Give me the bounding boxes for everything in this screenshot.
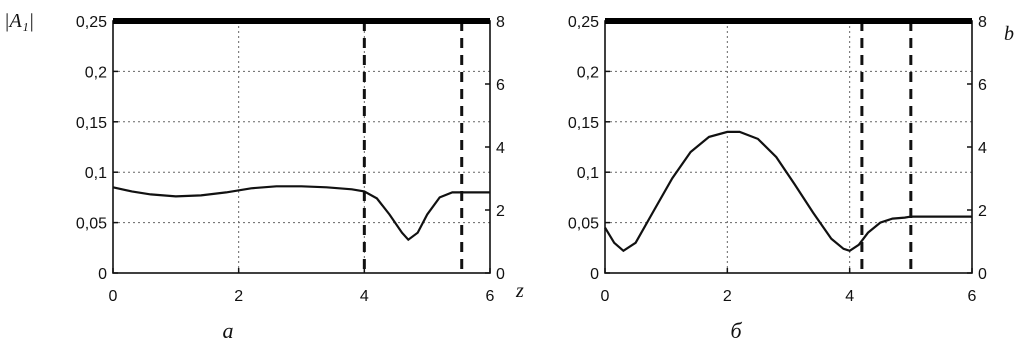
y-tick-label: 0,05	[568, 216, 599, 233]
x-tick-label: 4	[360, 288, 369, 305]
y-tick-label: 0,25	[568, 14, 599, 31]
y2-tick-label: 6	[978, 77, 987, 94]
y-tick-label: 0,2	[577, 64, 599, 81]
y2-tick-label: 0	[496, 266, 505, 283]
y-tick-label: 0,05	[76, 216, 107, 233]
x-tick-label: 0	[601, 288, 610, 305]
y-tick-label: 0	[590, 266, 599, 283]
y2-tick-label: 0	[978, 266, 987, 283]
y2-tick-label: 8	[496, 14, 505, 31]
y-tick-label: 0,25	[76, 14, 107, 31]
panel-caption: б	[730, 318, 742, 341]
y2-tick-label: 2	[496, 203, 505, 220]
y-tick-label: 0,1	[85, 165, 107, 182]
series-amplitude-line	[112, 185, 490, 242]
y2-tick-label: 6	[496, 77, 505, 94]
plot-frame	[604, 20, 973, 274]
y2-tick-label: 4	[978, 140, 987, 157]
x-tick-label: 6	[968, 288, 977, 305]
series-amplitude-line	[604, 130, 972, 253]
chart-b: 0 0,05 0,1 0,15 0,2 0,25 0 2 4 6 8 0 2 4 6 b б	[568, 14, 1014, 341]
y2-tick-label: 2	[978, 203, 987, 220]
plot-frame	[112, 20, 491, 274]
y-tick-label: 0,15	[76, 115, 107, 132]
y-axis-label: |A₁|	[4, 10, 34, 32]
right-axis-label: b	[1004, 23, 1014, 45]
y-tick-label: 0,2	[85, 64, 107, 81]
y-tick-label: 0	[98, 266, 107, 283]
x-tick-label: 4	[845, 288, 854, 305]
panel-caption: a	[223, 318, 234, 341]
y2-tick-label: 4	[496, 140, 505, 157]
y-tick-label: 0,15	[568, 115, 599, 132]
x-tick-label: 2	[723, 288, 732, 305]
y-tick-label: 0,1	[577, 165, 599, 182]
x-axis-label: z	[515, 280, 524, 302]
y2-tick-label: 8	[978, 14, 987, 31]
chart-a: 0 0,05 0,1 0,15 0,2 0,25 0 2 4 6 8 0 2 4 6 |A₁| z a	[4, 10, 524, 341]
x-tick-label: 6	[486, 288, 495, 305]
x-tick-label: 0	[109, 288, 118, 305]
x-tick-label: 2	[234, 288, 243, 305]
